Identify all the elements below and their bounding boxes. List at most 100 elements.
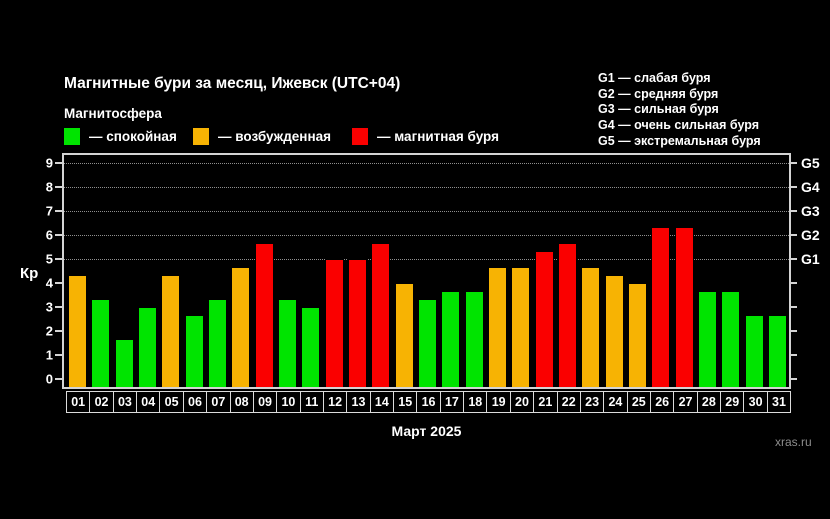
bar-day-25 — [628, 283, 648, 387]
y-tick-label-8: 8 — [45, 179, 53, 195]
bar-slot-05 — [159, 155, 182, 387]
bar-day-03 — [114, 338, 134, 387]
legend-excited: — возбужденная — [193, 128, 331, 145]
legend-swatch-quiet — [64, 128, 80, 145]
bar-day-31 — [768, 314, 787, 387]
day-label-13: 13 — [346, 391, 371, 413]
day-label-03: 03 — [112, 391, 138, 413]
legend-storm: — магнитная буря — [352, 128, 499, 145]
g-scale-line: G4 — очень сильная буря — [598, 118, 759, 133]
gridline-7 — [64, 211, 789, 212]
bar-slot-16 — [416, 155, 439, 387]
day-label-12: 12 — [322, 391, 348, 413]
day-label-28: 28 — [696, 391, 722, 413]
gridline-5 — [64, 259, 789, 260]
y-tick-right-1 — [790, 354, 797, 356]
bar-day-14 — [371, 242, 391, 387]
bar-day-30 — [744, 314, 764, 387]
bar-slot-19 — [486, 155, 509, 387]
y-tick-label-5: 5 — [45, 251, 53, 267]
y-tick-right-7 — [790, 210, 797, 212]
bar-slot-14 — [369, 155, 392, 387]
legend-label-excited: — возбужденная — [218, 129, 331, 144]
y-tick-right-8 — [790, 186, 797, 188]
y-tick-left-6 — [55, 234, 62, 236]
bar-day-17 — [441, 290, 461, 387]
day-label-14: 14 — [369, 391, 395, 413]
g-scale-legend: G1 — слабая буря G2 — средняя буря G3 — си… — [598, 71, 761, 150]
bar-slot-27 — [673, 155, 696, 387]
bar-slot-28 — [696, 155, 719, 387]
bar-day-23 — [581, 266, 601, 387]
y-tick-left-5 — [55, 258, 62, 260]
bar-day-02 — [91, 299, 111, 387]
bar-day-13 — [348, 259, 368, 387]
bar-slot-01 — [66, 155, 89, 387]
bar-slot-23 — [579, 155, 602, 387]
day-label-24: 24 — [603, 391, 628, 413]
day-label-21: 21 — [533, 391, 558, 413]
day-label-17: 17 — [439, 391, 465, 413]
y-tick-right-0 — [790, 378, 797, 380]
y-tick-label-7: 7 — [45, 203, 53, 219]
bar-slot-24 — [603, 155, 626, 387]
chart-title: Магнитные бури за месяц, Ижевск (UTC+04) — [64, 75, 401, 92]
bar-slot-15 — [393, 155, 416, 387]
bar-day-19 — [488, 266, 508, 387]
day-label-22: 22 — [556, 391, 581, 413]
bar-day-06 — [184, 314, 204, 387]
y-tick-label-9: 9 — [45, 155, 53, 171]
bars-layer — [66, 155, 789, 387]
bar-slot-04 — [136, 155, 159, 387]
day-label-04: 04 — [136, 391, 161, 413]
y-tick-left-4 — [55, 282, 62, 284]
y-tick-label-4: 4 — [45, 275, 53, 291]
bar-day-27 — [674, 227, 694, 387]
day-label-20: 20 — [509, 391, 535, 413]
g-scale-line: G3 — сильная буря — [598, 102, 719, 117]
bar-day-21 — [534, 251, 554, 387]
bar-day-20 — [511, 266, 531, 387]
bar-day-10 — [278, 299, 298, 387]
day-label-27: 27 — [673, 391, 698, 413]
bar-slot-11 — [299, 155, 322, 387]
gridline-6 — [64, 235, 789, 236]
y-tick-left-3 — [55, 306, 62, 308]
day-label-18: 18 — [463, 391, 488, 413]
legend-label-storm: — магнитная буря — [377, 129, 499, 144]
y-tick-right-5 — [790, 258, 797, 260]
bar-slot-13 — [346, 155, 369, 387]
bar-day-15 — [394, 283, 414, 387]
y-tick-label-3: 3 — [45, 299, 53, 315]
y-tick-right-9 — [790, 162, 797, 164]
y-tick-left-9 — [55, 162, 62, 164]
bar-slot-17 — [439, 155, 462, 387]
bar-day-01 — [68, 275, 88, 387]
y-tick-left-2 — [55, 330, 62, 332]
bar-day-12 — [324, 259, 344, 387]
g-axis-label-G4: G4 — [801, 179, 820, 195]
y-tick-label-6: 6 — [45, 227, 53, 243]
day-label-15: 15 — [393, 391, 418, 413]
bar-day-07 — [208, 299, 228, 387]
month-label: Март 2025 — [391, 423, 462, 439]
bar-slot-30 — [743, 155, 766, 387]
bar-slot-29 — [719, 155, 742, 387]
day-label-08: 08 — [229, 391, 254, 413]
bar-day-26 — [651, 227, 671, 387]
day-label-31: 31 — [766, 391, 792, 413]
bar-slot-21 — [533, 155, 556, 387]
y-tick-right-4 — [790, 282, 797, 284]
bar-slot-02 — [89, 155, 112, 387]
bar-day-28 — [698, 290, 718, 387]
legend-label-quiet: — спокойная — [89, 129, 177, 144]
bar-slot-09 — [253, 155, 276, 387]
day-label-05: 05 — [159, 391, 184, 413]
bar-slot-12 — [323, 155, 346, 387]
bar-slot-22 — [556, 155, 579, 387]
bar-day-04 — [138, 307, 158, 387]
day-label-10: 10 — [276, 391, 301, 413]
legend-swatch-storm — [352, 128, 368, 145]
y-tick-right-2 — [790, 330, 797, 332]
